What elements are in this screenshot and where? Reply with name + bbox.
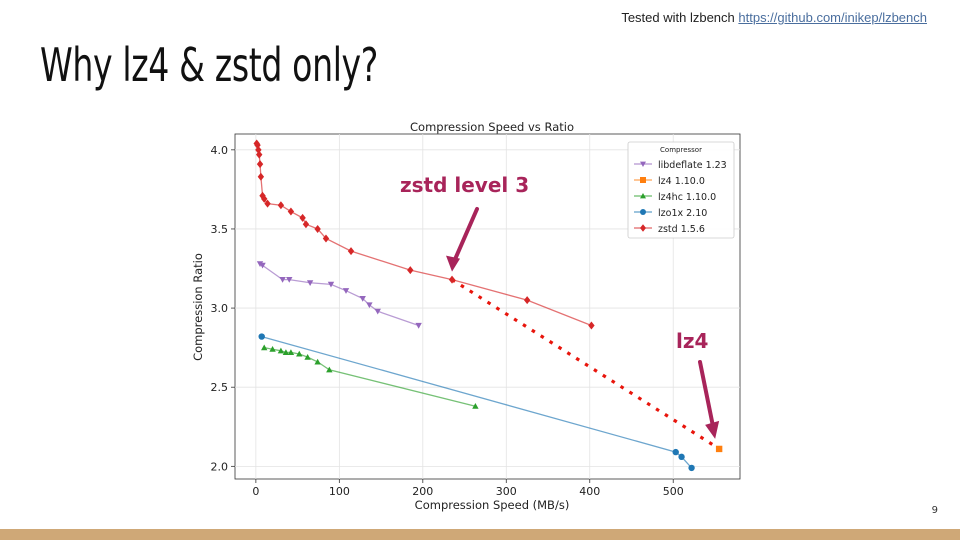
- data-point: [279, 277, 286, 283]
- series-2: [261, 344, 479, 409]
- annotation-lz4: lz4: [676, 329, 708, 353]
- legend-marker: [640, 161, 646, 167]
- data-point: [277, 201, 285, 210]
- data-point: [672, 448, 679, 456]
- legend-marker: [640, 177, 646, 183]
- data-point: [286, 277, 293, 283]
- x-tick-label: 500: [663, 485, 684, 498]
- data-point: [287, 207, 295, 216]
- x-tick-label: 100: [329, 485, 350, 498]
- data-point: [327, 281, 335, 288]
- data-point: [257, 172, 265, 181]
- x-tick-label: 200: [412, 485, 433, 498]
- data-point: [342, 288, 350, 294]
- legend: Compressor libdeflate 1.23 lz4 1.10.0 lz4hc…: [627, 141, 735, 239]
- data-point: [359, 296, 366, 302]
- arrow-shaft-lz4: [698, 360, 716, 429]
- data-point: [678, 453, 685, 461]
- data-point: [326, 366, 333, 373]
- slide-title: Why lz4 & zstd only?: [40, 38, 379, 92]
- arrow-shaft-zstd: [452, 207, 479, 264]
- data-point: [314, 224, 321, 233]
- data-point: [277, 347, 285, 354]
- series-1: [715, 445, 723, 453]
- data-point: [264, 199, 271, 208]
- annotation-layer: zstd level 3 lz4: [400, 173, 720, 439]
- data-point: [688, 464, 695, 472]
- data-point: [259, 262, 266, 269]
- x-tick-label: 0: [252, 485, 259, 498]
- legend-entry: zstd 1.5.6: [634, 224, 705, 235]
- arrow-head-zstd: [446, 255, 461, 272]
- y-tick-label: 2.5: [211, 381, 229, 394]
- y-axis-label: Compression Ratio: [191, 253, 205, 361]
- data-point: [347, 247, 355, 256]
- legend-label: lz4 1.10.0: [658, 176, 705, 187]
- series-line: [261, 335, 693, 469]
- legend-box: [627, 141, 735, 239]
- y-tick-label: 4.0: [211, 144, 229, 157]
- credit-line: Tested with lzbench https://github.com/i…: [621, 10, 927, 25]
- data-point: [256, 150, 263, 159]
- data-point: [588, 321, 595, 330]
- data-point: [715, 445, 723, 453]
- y-tick-label: 2.0: [211, 460, 229, 473]
- legend-label: lzo1x 2.10: [658, 208, 707, 219]
- data-point: [299, 213, 306, 222]
- x-axis-label: Compression Speed (MB/s): [415, 498, 570, 512]
- series-0: [256, 261, 422, 329]
- x-tick-label: 400: [579, 485, 600, 498]
- data-point: [374, 308, 381, 315]
- data-point: [322, 234, 330, 243]
- series-3: [258, 333, 695, 472]
- data-point: [314, 358, 321, 365]
- data-point: [256, 261, 264, 267]
- data-point: [261, 194, 268, 203]
- y-tick-label: 3.5: [211, 223, 229, 236]
- legend-entry: lz4hc 1.10.0: [634, 192, 716, 203]
- legend-label: libdeflate 1.23: [658, 160, 727, 171]
- arrow-head-lz4: [705, 420, 720, 439]
- data-point: [472, 403, 479, 409]
- data-point: [258, 333, 265, 340]
- chart-title: Compression Speed vs Ratio: [410, 120, 574, 134]
- compression-chart: 0 100 200 300 400 500 2.0 2.5 3.0 3.5 4.0 zstd lev…: [191, 120, 741, 512]
- annotation-zstd-level-3: zstd level 3: [400, 173, 529, 197]
- y-tick-label: 3.0: [211, 302, 229, 315]
- data-point: [282, 349, 290, 355]
- axes: 0 100 200 300 400 500 2.0 2.5 3.0 3.5 4.0: [211, 144, 684, 498]
- lzbench-link[interactable]: https://github.com/inikep/lzbench: [738, 10, 927, 25]
- data-point: [296, 350, 303, 357]
- legend-entry: lzo1x 2.10: [634, 208, 707, 219]
- data-point: [287, 349, 295, 355]
- data-point: [304, 353, 311, 360]
- series-layer: [253, 139, 723, 472]
- series-line: [264, 347, 476, 407]
- legend-marker: [640, 209, 646, 215]
- legend-marker: [640, 224, 646, 232]
- credit-text: Tested with lzbench: [621, 10, 735, 25]
- legend-label: lz4hc 1.10.0: [658, 192, 716, 203]
- legend-entry: lz4 1.10.0: [634, 176, 705, 187]
- legend-title: Compressor: [660, 146, 702, 154]
- legend-entry: libdeflate 1.23: [634, 160, 727, 171]
- data-point: [261, 344, 268, 351]
- data-point: [415, 322, 422, 329]
- data-point: [269, 346, 276, 352]
- x-tick-label: 300: [496, 485, 517, 498]
- data-point: [407, 266, 414, 275]
- page-number: 9: [931, 505, 938, 516]
- data-point: [366, 302, 373, 309]
- legend-marker: [640, 193, 646, 199]
- data-point: [256, 160, 264, 169]
- data-point: [306, 280, 314, 286]
- footer-bar: [0, 529, 960, 540]
- legend-label: zstd 1.5.6: [658, 224, 705, 235]
- data-point: [448, 275, 456, 284]
